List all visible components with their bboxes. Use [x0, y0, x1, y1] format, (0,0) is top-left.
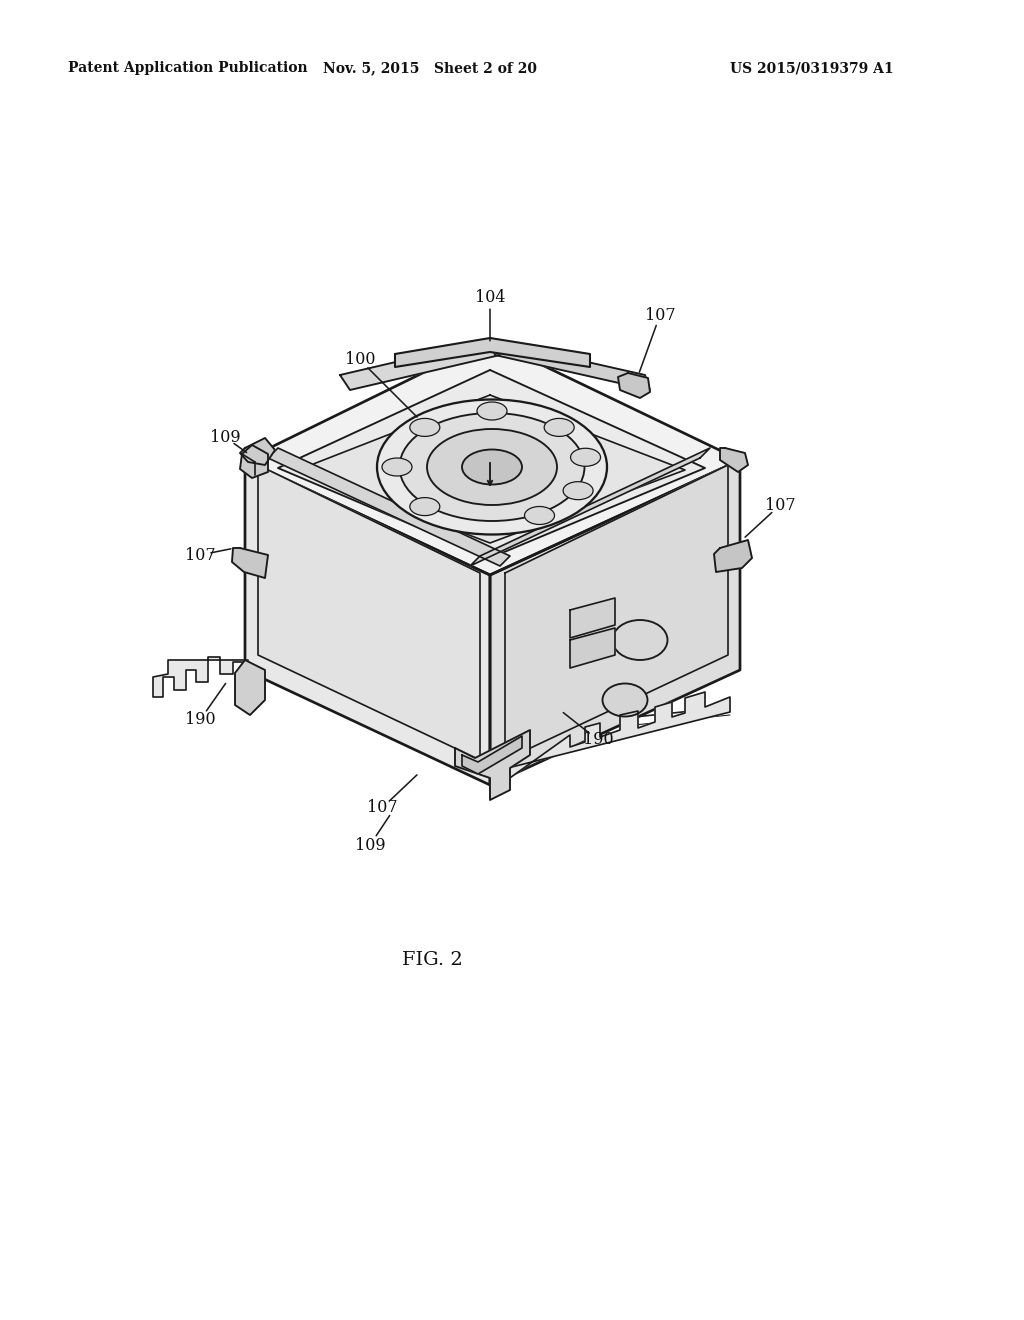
Polygon shape	[490, 341, 650, 389]
Polygon shape	[240, 445, 268, 478]
Text: 109: 109	[354, 837, 385, 854]
Ellipse shape	[410, 498, 440, 516]
Ellipse shape	[462, 450, 522, 484]
Text: 190: 190	[583, 731, 613, 748]
Polygon shape	[505, 465, 728, 760]
Polygon shape	[570, 598, 615, 638]
Polygon shape	[245, 459, 490, 785]
Text: 109: 109	[210, 429, 241, 446]
Polygon shape	[500, 692, 730, 785]
Text: 107: 107	[367, 800, 397, 817]
Ellipse shape	[410, 418, 440, 437]
Polygon shape	[298, 395, 685, 543]
Polygon shape	[570, 628, 615, 668]
Text: 107: 107	[645, 306, 675, 323]
Polygon shape	[470, 447, 710, 566]
Ellipse shape	[570, 449, 600, 466]
Text: US 2015/0319379 A1: US 2015/0319379 A1	[730, 61, 894, 75]
Ellipse shape	[477, 403, 507, 420]
Ellipse shape	[427, 429, 557, 506]
Text: 104: 104	[475, 289, 505, 306]
Ellipse shape	[399, 413, 585, 521]
Text: 190: 190	[184, 711, 215, 729]
Ellipse shape	[544, 418, 574, 437]
Polygon shape	[720, 447, 748, 473]
Ellipse shape	[377, 400, 607, 535]
Text: Patent Application Publication: Patent Application Publication	[68, 61, 307, 75]
Ellipse shape	[612, 620, 668, 660]
Polygon shape	[153, 657, 248, 697]
Text: Nov. 5, 2015   Sheet 2 of 20: Nov. 5, 2015 Sheet 2 of 20	[323, 61, 537, 75]
Polygon shape	[240, 438, 275, 465]
Polygon shape	[278, 370, 705, 558]
Polygon shape	[618, 374, 650, 399]
Text: 107: 107	[184, 546, 215, 564]
Ellipse shape	[382, 458, 412, 477]
Ellipse shape	[524, 507, 555, 524]
Text: FIG. 2: FIG. 2	[401, 950, 463, 969]
Polygon shape	[714, 540, 752, 572]
Ellipse shape	[602, 684, 647, 717]
Polygon shape	[462, 737, 522, 774]
Polygon shape	[234, 660, 265, 715]
Polygon shape	[340, 341, 500, 389]
Text: 100: 100	[345, 351, 375, 368]
Polygon shape	[455, 730, 530, 800]
Polygon shape	[395, 338, 590, 367]
Text: 107: 107	[765, 496, 796, 513]
Ellipse shape	[563, 482, 593, 500]
Polygon shape	[268, 447, 510, 566]
Polygon shape	[258, 465, 480, 760]
Polygon shape	[232, 548, 268, 578]
Polygon shape	[245, 341, 740, 576]
Polygon shape	[490, 459, 740, 785]
